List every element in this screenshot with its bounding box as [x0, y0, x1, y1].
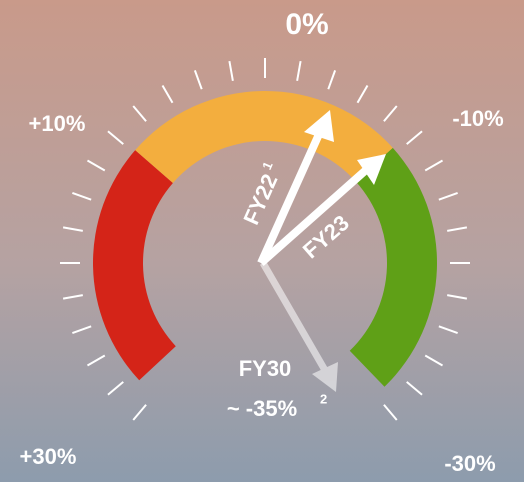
scale-label: +10%: [29, 111, 86, 136]
scale-label: -10%: [452, 106, 503, 131]
arrow-sublabel: ~ -35%: [227, 396, 297, 421]
scale-label: -30%: [444, 451, 495, 476]
scale-label: 0%: [285, 8, 328, 41]
arrow-label: FY30: [239, 356, 292, 381]
scale-label: +30%: [20, 444, 77, 469]
footnote-marker: 2: [320, 391, 327, 406]
gauge-diagram: 0% +10% -10% +30% -30% FY22 1 FY23 FY30 …: [0, 0, 524, 482]
